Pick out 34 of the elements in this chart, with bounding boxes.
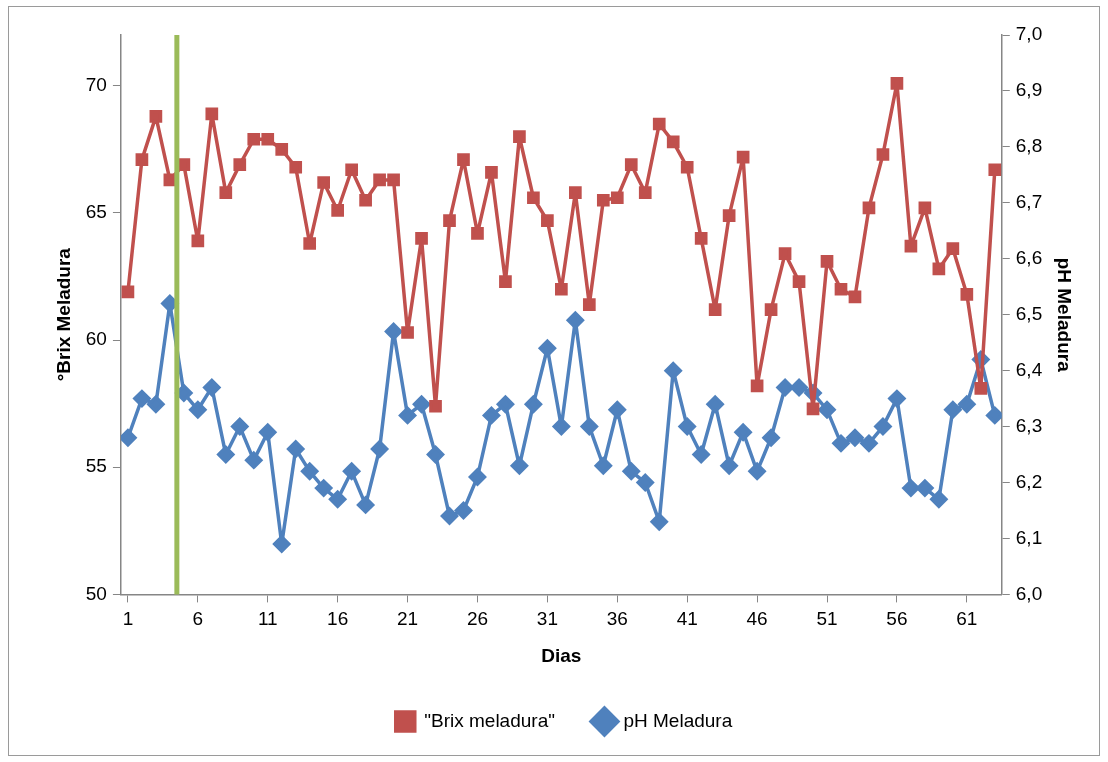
y2-tick-label: 6,0 [1015, 582, 1043, 604]
x-tick-label: 16 [327, 608, 349, 630]
legend-label: pH Meladura [623, 709, 733, 731]
y2-tick-label: 6,5 [1015, 302, 1043, 324]
y2-tick-label: 6,9 [1015, 79, 1043, 101]
x-tick-label: 21 [396, 608, 419, 630]
y-tick-label: 60 [85, 328, 107, 350]
y2-tick-label: 6,7 [1015, 191, 1043, 213]
y2-axis-title: pH Meladura [1054, 257, 1076, 373]
x-tick-label: 11 [257, 608, 278, 630]
y2-tick-label: 7,0 [1015, 23, 1043, 45]
y-axis-title: °Brix Meladura [52, 247, 74, 382]
x-tick-label: 46 [746, 608, 768, 630]
y2-tick-label: 6,1 [1015, 526, 1043, 548]
y-tick-label: 65 [85, 201, 107, 223]
y2-tick-label: 6,4 [1015, 358, 1043, 380]
x-tick-label: 51 [816, 608, 838, 630]
y2-tick-label: 6,3 [1015, 414, 1043, 436]
x-tick-label: 61 [956, 608, 978, 630]
x-tick-label: 41 [676, 608, 698, 630]
y-tick-label: 55 [85, 455, 107, 477]
x-tick-label: 31 [536, 608, 558, 630]
legend-label: "Brix meladura" [424, 709, 555, 731]
x-tick-label: 26 [466, 608, 489, 630]
x-tick-label: 6 [192, 608, 204, 630]
y-tick-label: 70 [85, 74, 107, 96]
y2-tick-label: 6,2 [1015, 470, 1043, 492]
x-axis-title: Dias [541, 644, 582, 666]
x-tick-label: 36 [606, 608, 628, 630]
y2-tick-label: 6,6 [1015, 246, 1043, 268]
y2-tick-label: 6,8 [1015, 135, 1043, 157]
y-tick-label: 50 [85, 582, 107, 604]
x-tick-label: 1 [122, 608, 134, 630]
x-tick-label: 56 [886, 608, 908, 630]
